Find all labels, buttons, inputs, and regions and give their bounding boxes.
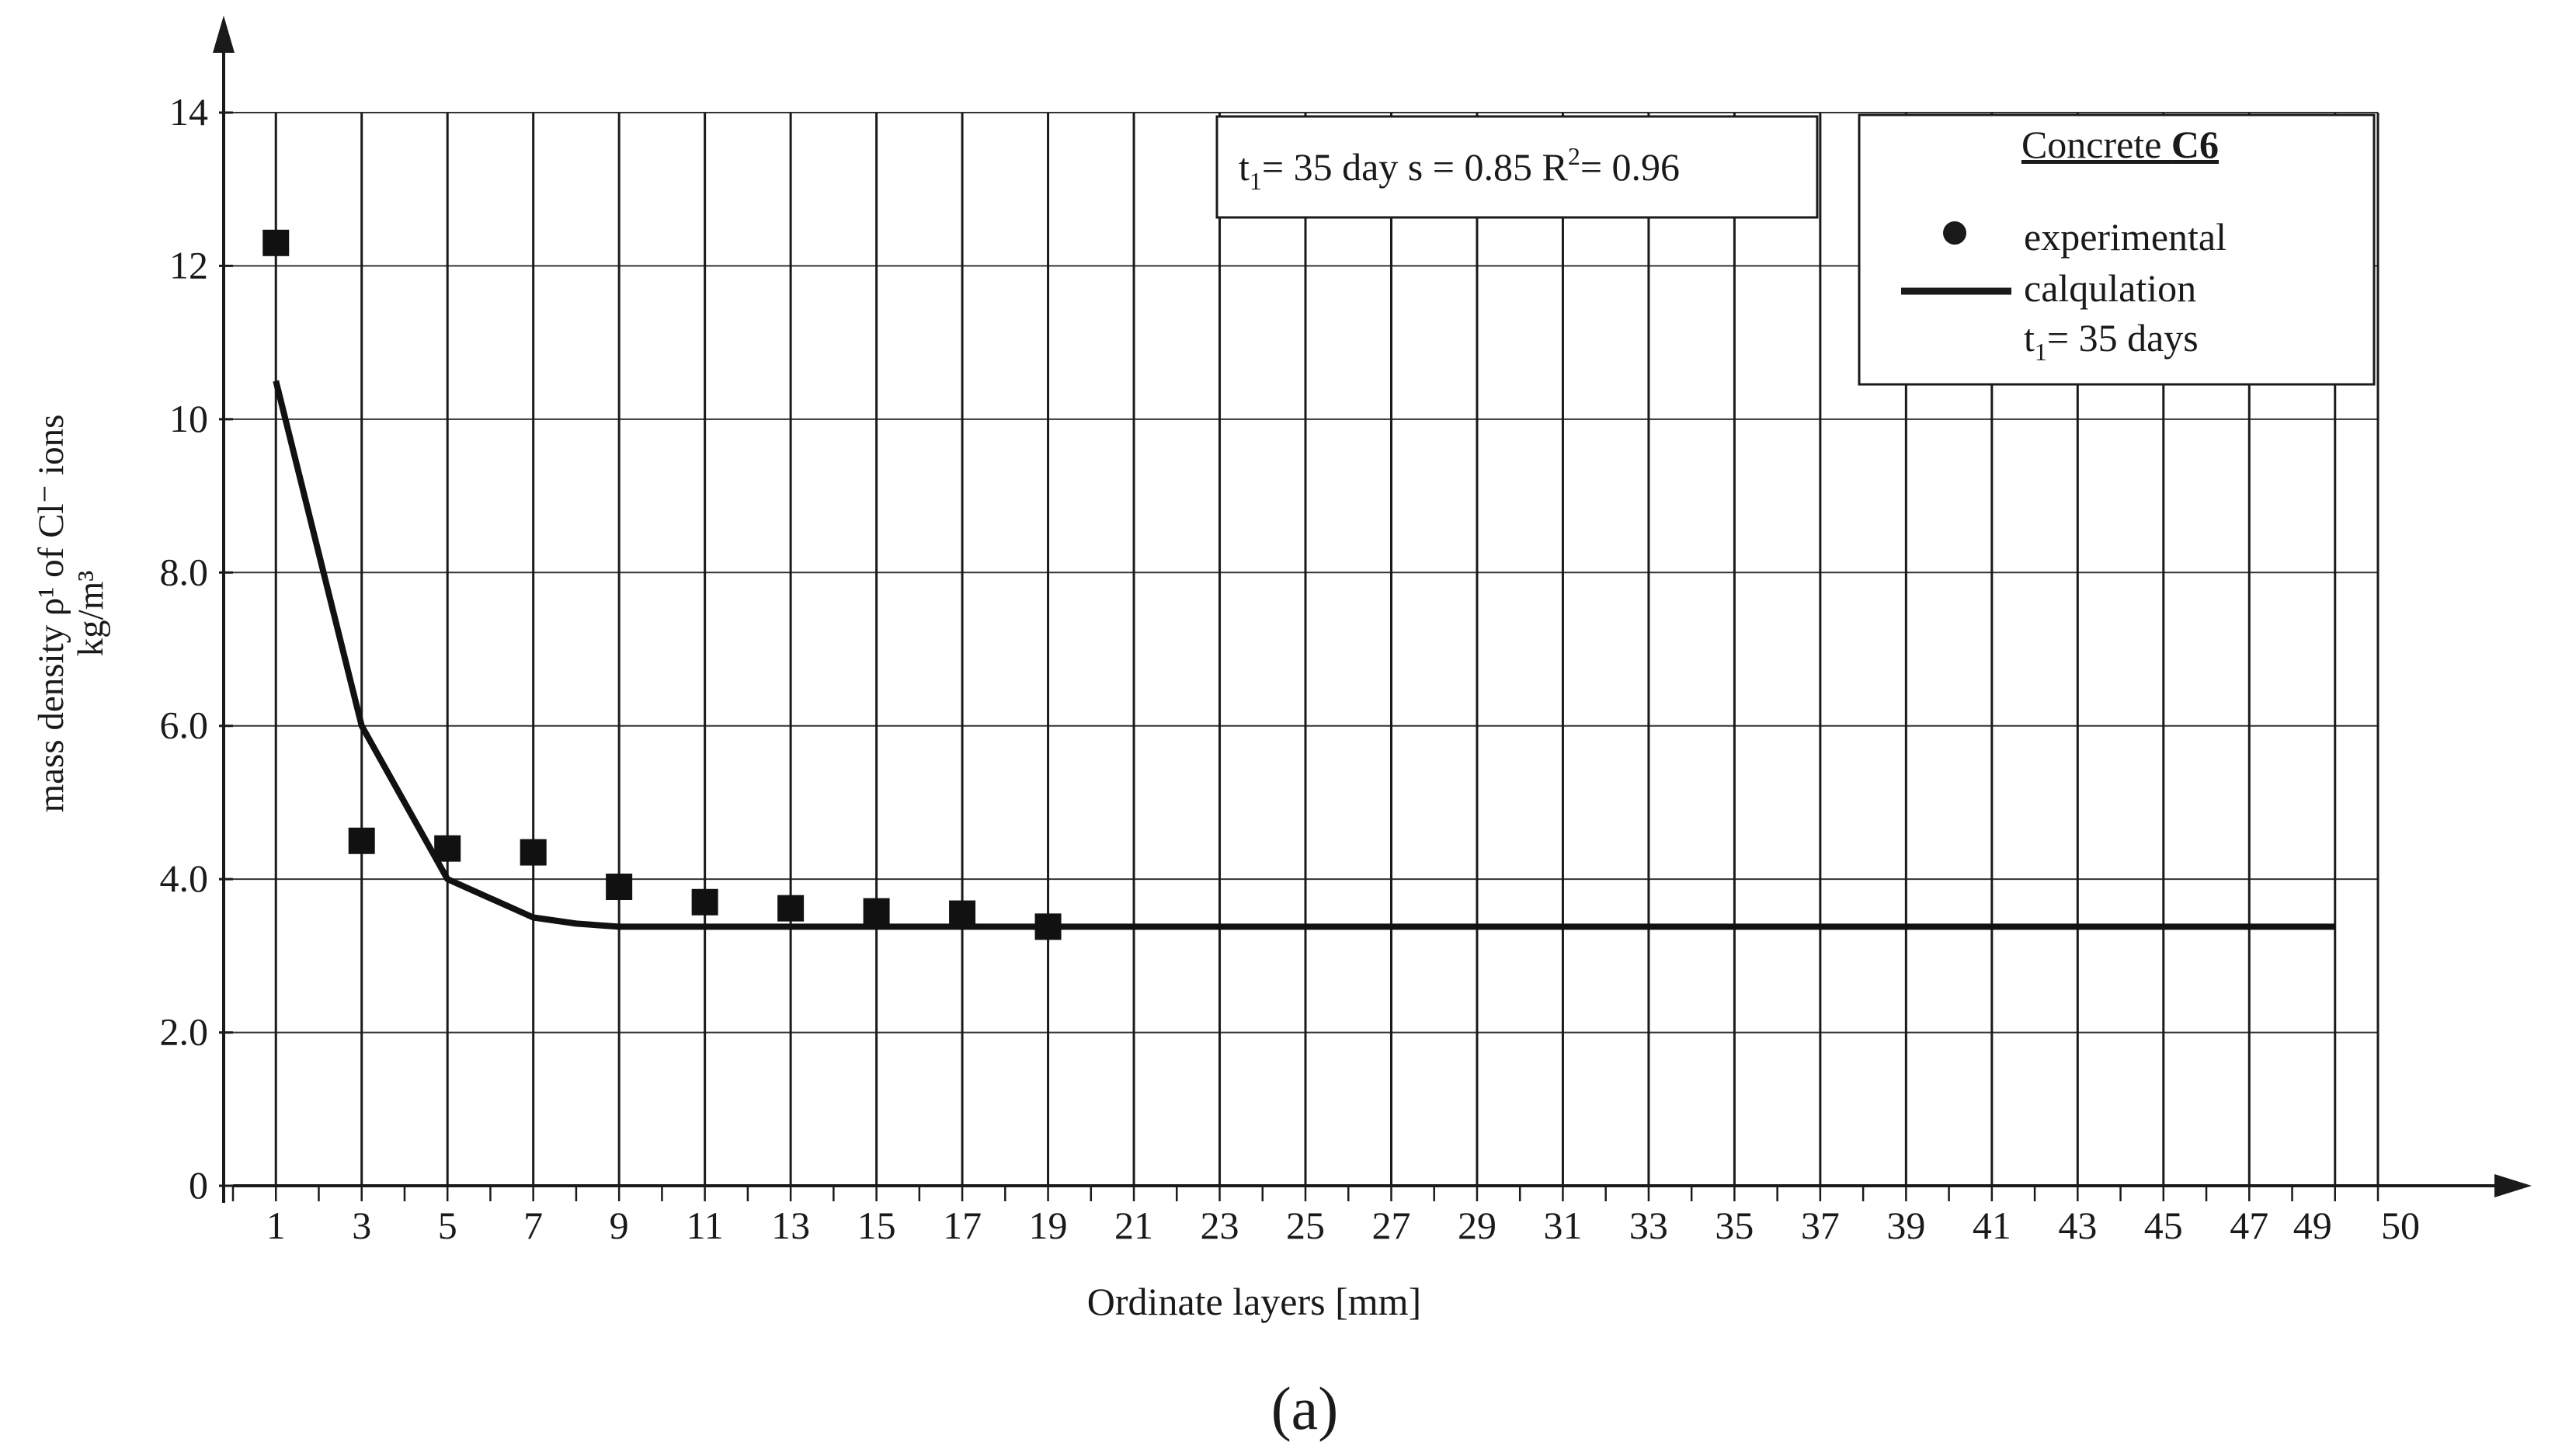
x-tick-label: 7 xyxy=(523,1204,543,1247)
experimental-point xyxy=(863,898,890,925)
y-tick-label: 0 xyxy=(189,1163,208,1207)
x-tick-label: 43 xyxy=(2058,1204,2097,1247)
x-axis-label: Ordinate layers [mm] xyxy=(1087,1280,1421,1323)
x-tick-label: 37 xyxy=(1801,1204,1840,1247)
y-tick-label: 6.0 xyxy=(160,704,209,747)
x-tick-label: 5 xyxy=(438,1204,457,1247)
x-tick-label: 47 xyxy=(2230,1204,2268,1247)
x-tick-label: 31 xyxy=(1543,1204,1582,1247)
y-tick-label: 14 xyxy=(169,90,208,134)
experimental-point xyxy=(691,888,718,916)
experimental-point xyxy=(777,895,805,922)
x-tick-label: 13 xyxy=(771,1204,810,1247)
x-tick-label: 9 xyxy=(610,1204,629,1247)
grid xyxy=(233,112,2379,1186)
x-tick-label: 19 xyxy=(1029,1204,1068,1247)
x-tick-label: 25 xyxy=(1286,1204,1325,1247)
x-tick-label: 45 xyxy=(2144,1204,2183,1247)
x-tick-label: 39 xyxy=(1886,1204,1925,1247)
x-tick-label: 11 xyxy=(687,1204,724,1247)
y-axis-arrow xyxy=(213,16,235,53)
experimental-point xyxy=(606,874,633,901)
legend-title: Concrete C6 xyxy=(2021,123,2219,166)
annotation-box: t1= 35 day s = 0.85 R2= 0.96 xyxy=(1215,115,1819,219)
x-tick-label: 49 xyxy=(2293,1204,2332,1247)
y-axis-label-line2: kg/m³ xyxy=(71,571,111,657)
x-tick-label: 27 xyxy=(1371,1204,1410,1247)
x-tick-label: 50 xyxy=(2381,1204,2420,1247)
series-layer xyxy=(262,229,2335,940)
x-tick-label: 29 xyxy=(1458,1204,1496,1247)
y-tick-label: 12 xyxy=(169,243,208,287)
experimental-point xyxy=(949,900,976,927)
calculation-line xyxy=(273,380,2335,930)
y-tick-label: 10 xyxy=(169,397,208,440)
legend-experimental-marker xyxy=(1943,221,1966,245)
y-tick-label: 2.0 xyxy=(160,1010,209,1054)
experimental-point xyxy=(520,839,547,866)
legend-experimental-label: experimental xyxy=(2024,215,2226,259)
x-tick-label: 21 xyxy=(1114,1204,1153,1247)
y-tick-label: 4.0 xyxy=(160,857,209,900)
experimental-point xyxy=(348,827,375,854)
legend: Concrete C6 experimental calqulation t1=… xyxy=(1858,113,2376,386)
y-tick-labels: 0 2.0 4.0 6.0 8.0 10 12 14 xyxy=(160,90,209,1207)
annotation-text: t1= 35 day s = 0.85 R2= 0.96 xyxy=(1239,142,1680,195)
y-axis-label-line1: mass density ρ¹ of Cl⁻ ions xyxy=(31,415,71,813)
x-tick-label: 3 xyxy=(352,1204,371,1247)
x-tick-label: 15 xyxy=(857,1204,896,1247)
x-tick-label: 33 xyxy=(1629,1204,1668,1247)
x-tick-label: 41 xyxy=(1973,1204,2011,1247)
experimental-point xyxy=(262,229,290,256)
axes xyxy=(213,16,2532,1203)
panel-label: (a) xyxy=(1271,1374,1339,1442)
x-tick-label: 17 xyxy=(943,1204,982,1247)
legend-calc-label: calqulation xyxy=(2024,266,2196,310)
x-tick-label: 23 xyxy=(1201,1204,1239,1247)
x-axis-arrow xyxy=(2494,1174,2532,1197)
legend-calc-sublabel: t1= 35 days xyxy=(2024,316,2199,366)
x-tick-labels: 1 3 5 7 9 11 13 15 17 19 21 23 25 27 29 31 33 35 37 39 41 43 4… xyxy=(266,1204,2420,1247)
y-tick-label: 8.0 xyxy=(160,550,209,593)
x-tick-label: 1 xyxy=(266,1204,286,1247)
x-tick-label: 35 xyxy=(1715,1204,1754,1247)
